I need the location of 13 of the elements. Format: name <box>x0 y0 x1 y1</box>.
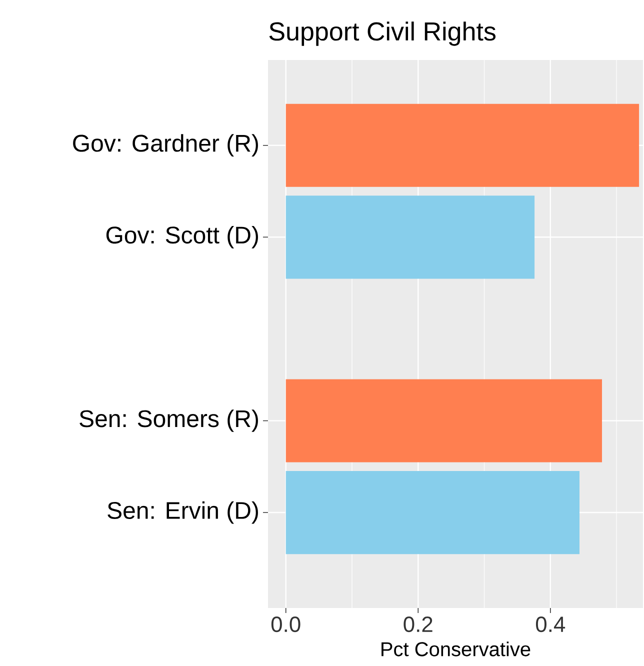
x-tick-label: 0.4 <box>536 616 566 632</box>
bar <box>286 471 580 554</box>
y-tick-label: Gov: Gardner (R) <box>73 134 258 157</box>
y-tick-label: Sen: Somers (R) <box>80 410 258 432</box>
x-tick-label: 0.0 <box>272 616 300 632</box>
bar <box>286 379 602 462</box>
x-axis-title: Pct Conservative <box>382 642 530 656</box>
y-tick-label: Gov: Scott (D) <box>106 226 258 248</box>
y-tick-label: Sen: Ervin (D) <box>108 501 258 524</box>
x-tick-label: 0.2 <box>404 616 433 632</box>
bar <box>286 104 640 187</box>
chart-title: Support Civil Rights <box>270 22 496 46</box>
bar <box>286 196 535 279</box>
